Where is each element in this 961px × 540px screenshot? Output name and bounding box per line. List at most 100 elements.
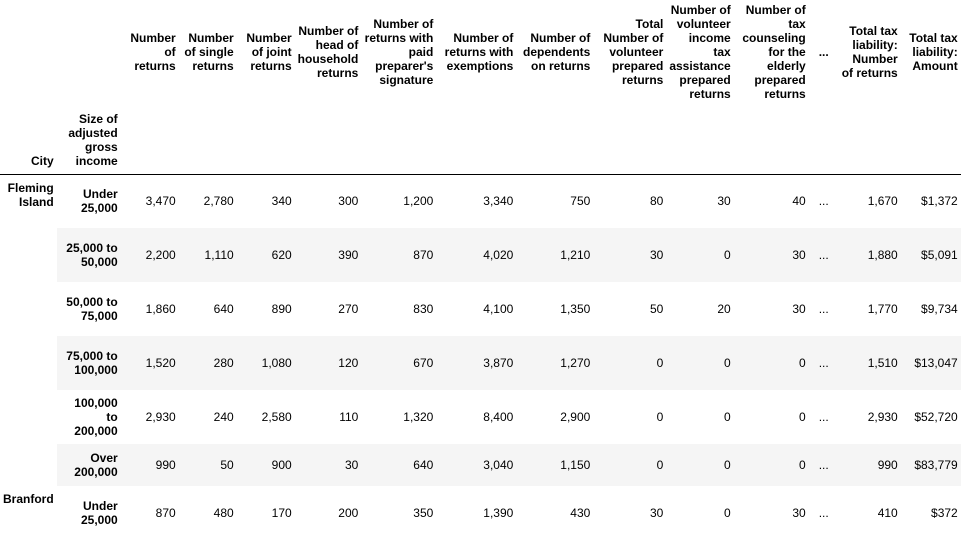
table-cell: 390 (294, 228, 362, 282)
table-cell: 620 (236, 228, 295, 282)
table-row: Over 200,000 990 50 900 30 640 3,040 1,150 0 0 0..… (0, 444, 961, 486)
column-header: Number of returns with paid preparer's s… (364, 17, 434, 87)
table-cell: 340 (271, 194, 292, 209)
table-cell: 8,400 (483, 410, 514, 424)
table-cell: 410 (877, 506, 898, 520)
table-cell: 1,150 (516, 444, 594, 486)
ellipsis-cell: ... (818, 410, 829, 424)
index-header-size: Size of adjusted gross income (68, 111, 118, 168)
table-cell: 0 (666, 444, 734, 486)
table-cell: 0 (656, 410, 664, 424)
table-cell: 80 (649, 194, 664, 209)
table-cell: 30 (792, 302, 806, 316)
column-header: Number of returns (130, 31, 176, 73)
table-cell: 640 (361, 444, 437, 486)
table-cell: 2,200 (120, 228, 179, 282)
table-cell: 1,510 (838, 336, 901, 390)
table-cell: 1,670 (867, 194, 898, 209)
column-header: Number of volunteer income tax assistanc… (669, 3, 731, 101)
table-cell: 30 (294, 444, 362, 486)
table-cell: 1,880 (838, 228, 901, 282)
table-cell: $83,779 (900, 444, 961, 486)
city-cell: Branford (0, 486, 57, 540)
income-size-cell: Under 25,000 (80, 187, 118, 216)
table-cell: 1,200 (403, 194, 434, 209)
table-cell: 890 (271, 302, 292, 316)
table-cell: 430 (570, 506, 591, 520)
ellipsis-cell: ... (808, 228, 839, 282)
column-header: Total tax liability: Amount (909, 31, 958, 73)
table-cell: 0 (666, 228, 734, 282)
table-cell: 0 (733, 444, 809, 486)
table-row: Branford Under 25,000 870 480 170 200 350 1,390… (0, 486, 961, 540)
ellipsis-cell: ... (808, 336, 839, 390)
table-cell: $372 (931, 506, 958, 520)
table-cell: 0 (799, 410, 806, 424)
table-cell: 0 (724, 410, 731, 424)
table-cell: 1,110 (178, 228, 237, 282)
column-header: Total Number of volunteer prepared retur… (603, 17, 664, 87)
table-cell: 200 (338, 506, 359, 520)
ellipsis-cell: ... (808, 444, 839, 486)
column-header: Total tax liability: Number of returns (841, 24, 898, 80)
header-blank (0, 0, 57, 104)
income-size-cell: 25,000 to 50,000 (56, 228, 121, 282)
table-cell: 670 (361, 336, 437, 390)
table-body: Fleming Island Under 25,000 3,470 2,780 340 3… (0, 174, 961, 540)
table-cell: 830 (413, 302, 434, 316)
income-size-cell: Over 200,000 (56, 444, 121, 486)
table-row: 50,000 to 75,000 1,860 640 890 270 830 4,100 1,… (0, 282, 961, 336)
table-row: 75,000 to 100,000 1,520 280 1,080 120 670 3,87… (0, 336, 961, 390)
table-cell: 50 (649, 302, 664, 316)
table-cell: 1,770 (867, 302, 898, 316)
table-cell: $52,720 (914, 410, 958, 424)
table-cell: 30 (593, 228, 667, 282)
ellipsis-cell: ... (818, 506, 829, 520)
table-cell: 2,930 (145, 410, 176, 424)
table-cell: $9,734 (921, 302, 958, 316)
table-cell: 1,080 (236, 336, 295, 390)
table-cell: 3,040 (436, 444, 517, 486)
table-cell: 870 (361, 228, 437, 282)
table-cell: 1,860 (145, 302, 176, 316)
table-row: 25,000 to 50,000 2,200 1,110 620 390 870 4,020… (0, 228, 961, 282)
column-header: Number of single returns (184, 31, 234, 73)
table-cell: 3,870 (436, 336, 517, 390)
table-cell: 300 (338, 194, 359, 209)
table-cell: 3,340 (483, 194, 514, 209)
table-cell: 30 (717, 194, 731, 209)
table-cell: 30 (649, 506, 664, 520)
table-row: Fleming Island Under 25,000 3,470 2,780 340 3… (0, 174, 961, 486)
table-cell: 2,780 (203, 194, 234, 209)
column-header: Number of returns with exemptions (444, 31, 514, 73)
table-cell: 120 (294, 336, 362, 390)
table-cell: 990 (838, 444, 901, 486)
table-cell: 110 (339, 410, 359, 424)
table-cell: 350 (413, 506, 434, 520)
table-cell: 1,390 (483, 506, 514, 520)
column-header-ellipsis: ... (818, 45, 829, 59)
ellipsis-cell: ... (818, 302, 829, 316)
column-header: Number of tax counseling for the elderly… (742, 3, 806, 101)
table-cell: 480 (213, 506, 234, 520)
table-cell: 1,350 (560, 302, 591, 316)
table-cell: 900 (236, 444, 295, 486)
table-cell: 1,320 (403, 410, 434, 424)
table-cell: 0 (733, 336, 809, 390)
table-cell: 1,210 (516, 228, 594, 282)
table-cell: 870 (155, 506, 176, 520)
table-cell: 40 (792, 194, 806, 209)
table-cell: $5,091 (900, 228, 961, 282)
table-cell: 270 (338, 302, 359, 316)
table-cell: 640 (213, 302, 234, 316)
table-cell: 30 (733, 228, 809, 282)
table-cell: 4,020 (436, 228, 517, 282)
table-cell: 3,470 (145, 194, 176, 209)
table-cell: 2,580 (261, 410, 292, 424)
index-header-city: City (31, 153, 54, 168)
column-header: Number of dependents on returns (522, 31, 591, 73)
table-cell: $1,372 (921, 194, 958, 209)
city-cell: Fleming Island (0, 174, 57, 486)
table-cell: 0 (724, 506, 731, 520)
